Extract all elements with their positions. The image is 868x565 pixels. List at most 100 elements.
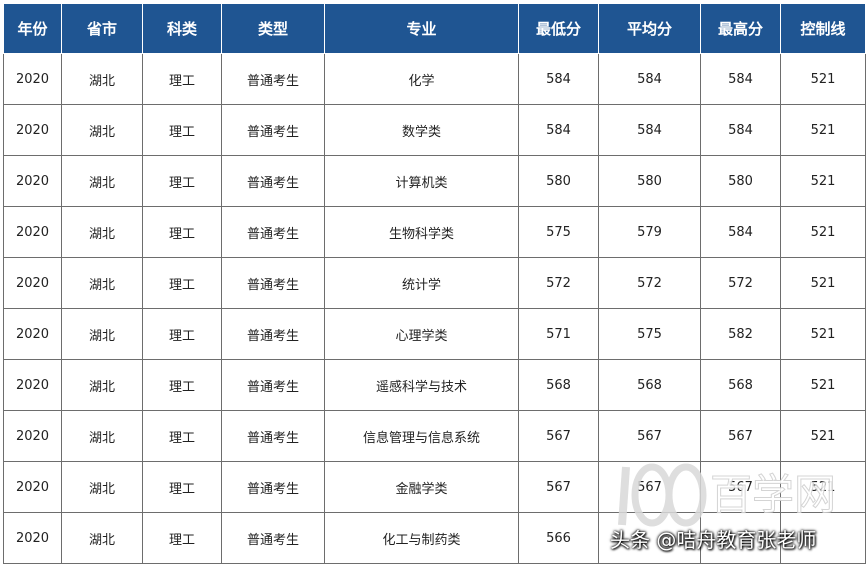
cell-province: 湖北 bbox=[61, 53, 143, 105]
cell-avg-score: 572 bbox=[598, 257, 701, 309]
cell-province: 湖北 bbox=[61, 257, 143, 309]
cell-control-line: 521 bbox=[780, 104, 866, 156]
cell-major: 计算机类 bbox=[324, 155, 519, 207]
header-control-line: 控制线 bbox=[780, 3, 866, 54]
header-row: 年份 省市 科类 类型 专业 最低分 平均分 最高分 控制线 bbox=[3, 3, 866, 54]
cell-category: 理工 bbox=[142, 155, 222, 207]
cell-control-line: 521 bbox=[780, 53, 866, 105]
cell-type: 普通考生 bbox=[221, 461, 325, 513]
cell-year: 2020 bbox=[3, 104, 62, 156]
cell-major: 统计学 bbox=[324, 257, 519, 309]
cell-province: 湖北 bbox=[61, 512, 143, 564]
header-year: 年份 bbox=[3, 3, 62, 54]
cell-max-score: 584 bbox=[700, 53, 781, 105]
cell-control-line: 521 bbox=[780, 155, 866, 207]
cell-province: 湖北 bbox=[61, 359, 143, 411]
table-row: 2020 湖北 理工 普通考生 信息管理与信息系统 567 567 567 521 bbox=[3, 410, 866, 462]
cell-avg-score: 575 bbox=[598, 308, 701, 360]
cell-category: 理工 bbox=[142, 410, 222, 462]
cell-type: 普通考生 bbox=[221, 308, 325, 360]
table-body: 2020 湖北 理工 普通考生 化学 584 584 584 521 2020 湖北 理工 普通考生 数学… bbox=[3, 53, 866, 564]
cell-avg-score: 579 bbox=[598, 206, 701, 258]
cell-major: 化工与制药类 bbox=[324, 512, 519, 564]
cell-min-score: 575 bbox=[518, 206, 599, 258]
cell-type: 普通考生 bbox=[221, 359, 325, 411]
cell-max-score: 567 bbox=[700, 410, 781, 462]
cell-avg-score: 584 bbox=[598, 104, 701, 156]
cell-avg-score: 584 bbox=[598, 53, 701, 105]
cell-avg-score: 568 bbox=[598, 359, 701, 411]
cell-avg-score: 567 bbox=[598, 461, 701, 513]
cell-major: 信息管理与信息系统 bbox=[324, 410, 519, 462]
cell-type: 普通考生 bbox=[221, 104, 325, 156]
cell-major: 化学 bbox=[324, 53, 519, 105]
cell-type: 普通考生 bbox=[221, 206, 325, 258]
cell-category: 理工 bbox=[142, 206, 222, 258]
cell-year: 2020 bbox=[3, 155, 62, 207]
cell-year: 2020 bbox=[3, 461, 62, 513]
cell-control-line: 521 bbox=[780, 257, 866, 309]
cell-type: 普通考生 bbox=[221, 257, 325, 309]
cell-max-score: 584 bbox=[700, 104, 781, 156]
cell-province: 湖北 bbox=[61, 206, 143, 258]
cell-category: 理工 bbox=[142, 461, 222, 513]
cell-avg-score: 580 bbox=[598, 155, 701, 207]
cell-avg-score: 567 bbox=[598, 410, 701, 462]
cell-category: 理工 bbox=[142, 512, 222, 564]
cell-control-line: 521 bbox=[780, 410, 866, 462]
cell-category: 理工 bbox=[142, 308, 222, 360]
header-avg-score: 平均分 bbox=[598, 3, 701, 54]
cell-control-line bbox=[780, 512, 866, 564]
cell-min-score: 571 bbox=[518, 308, 599, 360]
table-row: 2020 湖北 理工 普通考生 统计学 572 572 572 521 bbox=[3, 257, 866, 309]
table-row: 2020 湖北 理工 普通考生 计算机类 580 580 580 521 bbox=[3, 155, 866, 207]
cell-min-score: 584 bbox=[518, 104, 599, 156]
cell-max-score: 572 bbox=[700, 257, 781, 309]
cell-year: 2020 bbox=[3, 410, 62, 462]
cell-min-score: 566 bbox=[518, 512, 599, 564]
cell-major: 遥感科学与技术 bbox=[324, 359, 519, 411]
cell-min-score: 567 bbox=[518, 461, 599, 513]
cell-major: 心理学类 bbox=[324, 308, 519, 360]
cell-category: 理工 bbox=[142, 257, 222, 309]
table-row: 2020 湖北 理工 普通考生 化工与制药类 566 bbox=[3, 512, 866, 564]
table-row: 2020 湖北 理工 普通考生 生物科学类 575 579 584 521 bbox=[3, 206, 866, 258]
cell-category: 理工 bbox=[142, 104, 222, 156]
header-max-score: 最高分 bbox=[700, 3, 781, 54]
cell-year: 2020 bbox=[3, 257, 62, 309]
cell-control-line: 521 bbox=[780, 461, 866, 513]
cell-max-score: 584 bbox=[700, 206, 781, 258]
header-type: 类型 bbox=[221, 3, 325, 54]
header-province: 省市 bbox=[61, 3, 143, 54]
header-min-score: 最低分 bbox=[518, 3, 599, 54]
cell-min-score: 572 bbox=[518, 257, 599, 309]
cell-control-line: 521 bbox=[780, 206, 866, 258]
watermark-credit: 头条 @咭舟教育张老师 bbox=[610, 528, 817, 552]
cell-control-line: 521 bbox=[780, 359, 866, 411]
cell-year: 2020 bbox=[3, 308, 62, 360]
cell-min-score: 580 bbox=[518, 155, 599, 207]
table-row: 2020 湖北 理工 普通考生 遥感科学与技术 568 568 568 521 bbox=[3, 359, 866, 411]
table-row: 2020 湖北 理工 普通考生 化学 584 584 584 521 bbox=[3, 53, 866, 105]
cell-min-score: 567 bbox=[518, 410, 599, 462]
cell-max-score: 580 bbox=[700, 155, 781, 207]
cell-major: 生物科学类 bbox=[324, 206, 519, 258]
cell-year: 2020 bbox=[3, 359, 62, 411]
cell-min-score: 584 bbox=[518, 53, 599, 105]
cell-province: 湖北 bbox=[61, 461, 143, 513]
cell-type: 普通考生 bbox=[221, 53, 325, 105]
cell-year: 2020 bbox=[3, 206, 62, 258]
cell-category: 理工 bbox=[142, 53, 222, 105]
cell-province: 湖北 bbox=[61, 104, 143, 156]
cell-max-score: 582 bbox=[700, 308, 781, 360]
cell-year: 2020 bbox=[3, 53, 62, 105]
cell-min-score: 568 bbox=[518, 359, 599, 411]
cell-province: 湖北 bbox=[61, 308, 143, 360]
cell-max-score: 568 bbox=[700, 359, 781, 411]
cell-province: 湖北 bbox=[61, 410, 143, 462]
cell-province: 湖北 bbox=[61, 155, 143, 207]
table-row: 2020 湖北 理工 普通考生 心理学类 571 575 582 521 bbox=[3, 308, 866, 360]
cell-major: 数学类 bbox=[324, 104, 519, 156]
cell-control-line: 521 bbox=[780, 308, 866, 360]
cell-type: 普通考生 bbox=[221, 410, 325, 462]
